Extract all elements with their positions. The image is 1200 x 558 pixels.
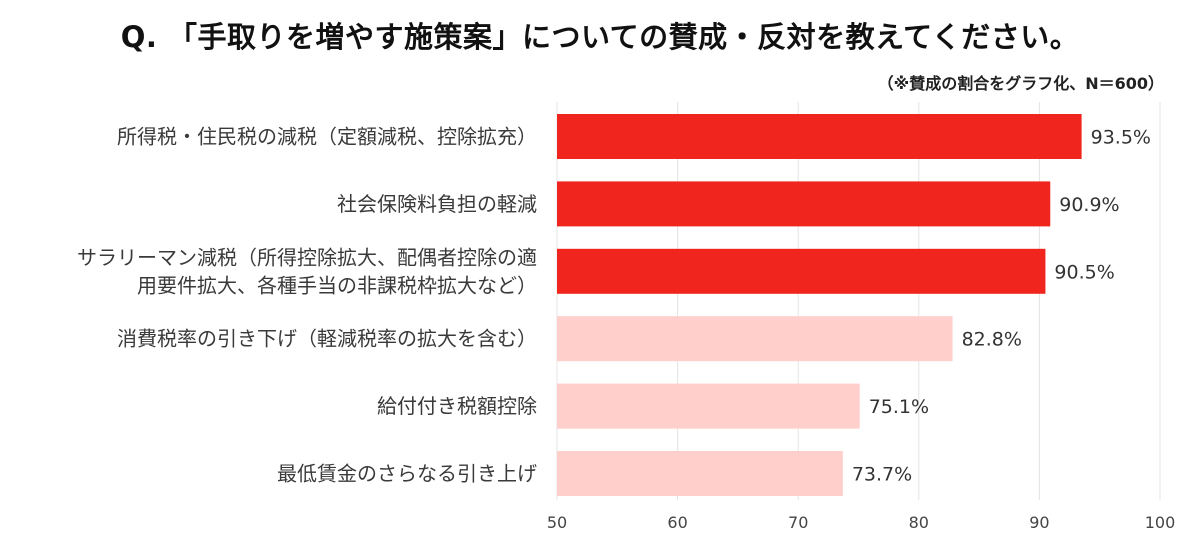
bar (557, 248, 1046, 294)
data-label: 93.5% (1091, 127, 1151, 149)
bar (557, 316, 953, 362)
bar (557, 181, 1051, 227)
data-label: 73.7% (852, 464, 912, 486)
x-tick-label: 100 (1145, 513, 1176, 532)
x-tick-label: 70 (788, 513, 808, 532)
bar (557, 383, 860, 429)
chart-subtitle: （※賛成の割合をグラフ化、N＝600） (877, 74, 1164, 93)
x-tick-label: 80 (909, 513, 929, 532)
category-label: 所得税・住民税の減税（定額減税、控除拡充） (117, 125, 537, 149)
bar (557, 451, 843, 496)
category-label: 消費税率の引き下げ（軽減税率の拡大を含む） (117, 327, 537, 351)
category-label: 給付付き税額控除 (377, 394, 537, 418)
x-tick-label: 50 (547, 513, 567, 532)
category-label: 用要件拡大、各種手当の非課税枠拡大など） (137, 273, 537, 297)
data-label: 90.9% (1059, 194, 1119, 216)
category-label: 社会保険料負担の軽減 (337, 192, 537, 216)
x-tick-label: 90 (1029, 513, 1049, 532)
data-label: 82.8% (962, 329, 1022, 351)
x-tick-label: 60 (667, 513, 687, 532)
data-label: 75.1% (869, 396, 929, 418)
data-label: 90.5% (1054, 261, 1114, 283)
chart-title: Q. 「手取りを増やす施策案」についての賛成・反対を教えてください。 (120, 20, 1080, 54)
bar (557, 114, 1082, 159)
category-label: 最低賃金のさらなる引き上げ (277, 462, 537, 486)
category-label: サラリーマン減税（所得控除拡大、配偶者控除の適 (77, 245, 537, 269)
